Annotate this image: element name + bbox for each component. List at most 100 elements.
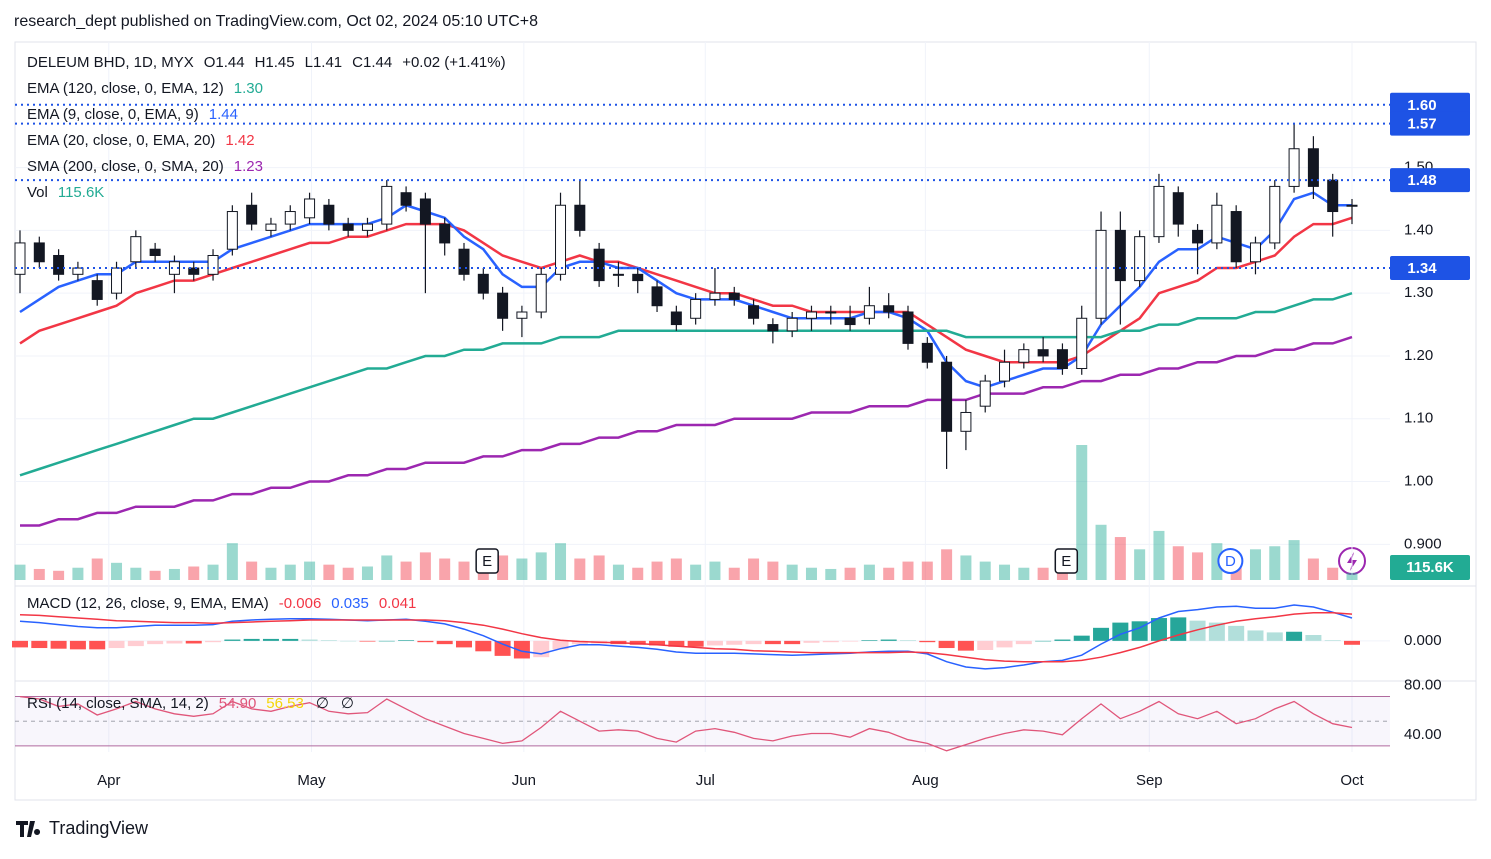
event-label: D [1225,553,1236,570]
volume-bar [497,555,509,580]
volume-bar [574,558,586,580]
volume-bar [284,564,296,580]
volume-bar [226,543,238,580]
macd-histogram-bar [282,638,299,641]
brand-name: TradingView [49,818,149,838]
moving-average-line [19,191,1352,389]
legend-text: 1.42 [225,132,254,149]
candle-body [767,324,779,332]
macd-histogram-bar [108,640,125,649]
candle-body [921,342,933,363]
volume-bar [381,555,393,580]
dividend-marker[interactable] [1217,548,1244,574]
x-tick-label: Jul [696,772,715,789]
legend-text: +0.02 (+1.41%) [402,54,505,71]
legend-text: EMA (120, close, 0, EMA, 12) [27,80,224,97]
candle-body [825,311,837,314]
candle-body [53,254,65,275]
volume-axis-label: 115.6K [1406,559,1454,576]
earnings-marker[interactable] [475,548,499,574]
volume-bar [670,558,682,580]
candle-body [1249,242,1261,263]
macd-line [19,604,1353,670]
volume-bar [361,566,373,580]
level-label-box [1390,256,1470,281]
macd-histogram-bar [1208,622,1225,641]
volume-bar [33,568,45,580]
y-tick-label: 1.30 [1404,284,1433,301]
signal-line [19,612,1353,663]
macd-histogram-bar [147,640,164,645]
volume-bar [1037,567,1049,580]
volume-bar [130,567,142,580]
macd-histogram-bar [456,640,472,648]
candle-body [304,198,316,219]
volume-bar [748,558,760,580]
publisher-line: research_dept published on TradingView.c… [14,13,538,30]
macd-histogram-bar [996,640,1013,648]
volume-bar [844,567,856,580]
legend-text: 0.035 [331,595,369,612]
candle-body [883,305,895,313]
moving-average-line [19,292,1353,477]
macd-histogram-bar [89,640,106,650]
volume-bar [207,564,219,580]
volume-bar [825,568,837,580]
candle-body [149,248,161,256]
candle-body [1307,148,1319,187]
legend-text: 54.90 [219,695,257,712]
candle-body [130,236,142,263]
macd-histogram-bar [1305,635,1322,641]
candle-body [226,211,238,250]
indicator-legend: EMA (9, close, 0, EMA, 9) 1.44 [27,106,238,123]
macd-histogram-bar [31,640,48,649]
volume-bar [91,558,103,580]
volume-bar [593,555,605,580]
volume-bar [883,567,895,580]
x-tick-label: Jun [512,772,536,789]
macd-histogram-bar [436,640,453,645]
macd-histogram-bar [571,640,588,645]
volume-bar [709,561,721,580]
event-label: E [482,553,492,570]
volume-bar [265,567,277,580]
macd-histogram-bar [726,640,743,645]
volume-legend: Vol 115.6K [27,184,104,201]
candle-body [323,204,335,225]
volume-bar [1018,567,1030,580]
earnings-marker[interactable] [1054,548,1079,574]
legend-text: O1.44 [204,54,245,71]
candle-body [477,273,489,294]
legend-text: RSI (14, close, SMA, 14, 2) [27,695,209,712]
candle-body [265,223,277,231]
moving-average-line [19,216,1353,364]
volume-bar [1249,549,1261,580]
candle-body [14,242,26,275]
legend-text: ∅ [316,695,329,712]
volume-bar [612,564,624,580]
candle-body [786,317,798,332]
candle-body [902,311,914,344]
candle-body [246,204,258,225]
candle-body [1288,148,1300,187]
volume-bar [1288,540,1300,580]
candle-body [342,223,354,231]
volume-bar [767,561,779,580]
legend-text: 0.041 [379,595,417,612]
macd-histogram-bar [552,640,569,650]
y-tick-label: 0.900 [1404,535,1442,552]
macd-legend: MACD (12, 26, close, 9, EMA, EMA) -0.006 0… [27,595,416,612]
candle-body [1172,192,1184,225]
candle-body [844,317,856,326]
candle-body [555,204,567,275]
candle-body [33,242,45,263]
macd-tick-label: 0.000 [1404,632,1442,649]
macd-histogram-bar [1170,617,1187,641]
macd-histogram-bar [822,640,839,643]
volume-bar [1307,558,1319,580]
macd-histogram-bar [340,640,357,642]
y-tick-label: 1.10 [1404,410,1433,427]
volume-bar [246,561,258,580]
